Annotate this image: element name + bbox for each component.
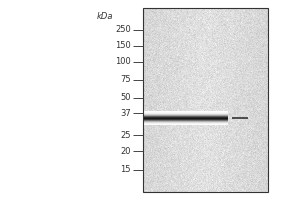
Text: 25: 25 <box>121 130 131 140</box>
Text: 20: 20 <box>121 146 131 156</box>
Text: 75: 75 <box>120 75 131 84</box>
Text: kDa: kDa <box>97 12 113 21</box>
Text: 150: 150 <box>115 42 131 50</box>
Text: 37: 37 <box>120 108 131 117</box>
Text: 250: 250 <box>115 25 131 34</box>
Text: 15: 15 <box>121 166 131 174</box>
Bar <box>143 8 268 192</box>
Text: 100: 100 <box>115 58 131 66</box>
Text: 50: 50 <box>121 94 131 102</box>
